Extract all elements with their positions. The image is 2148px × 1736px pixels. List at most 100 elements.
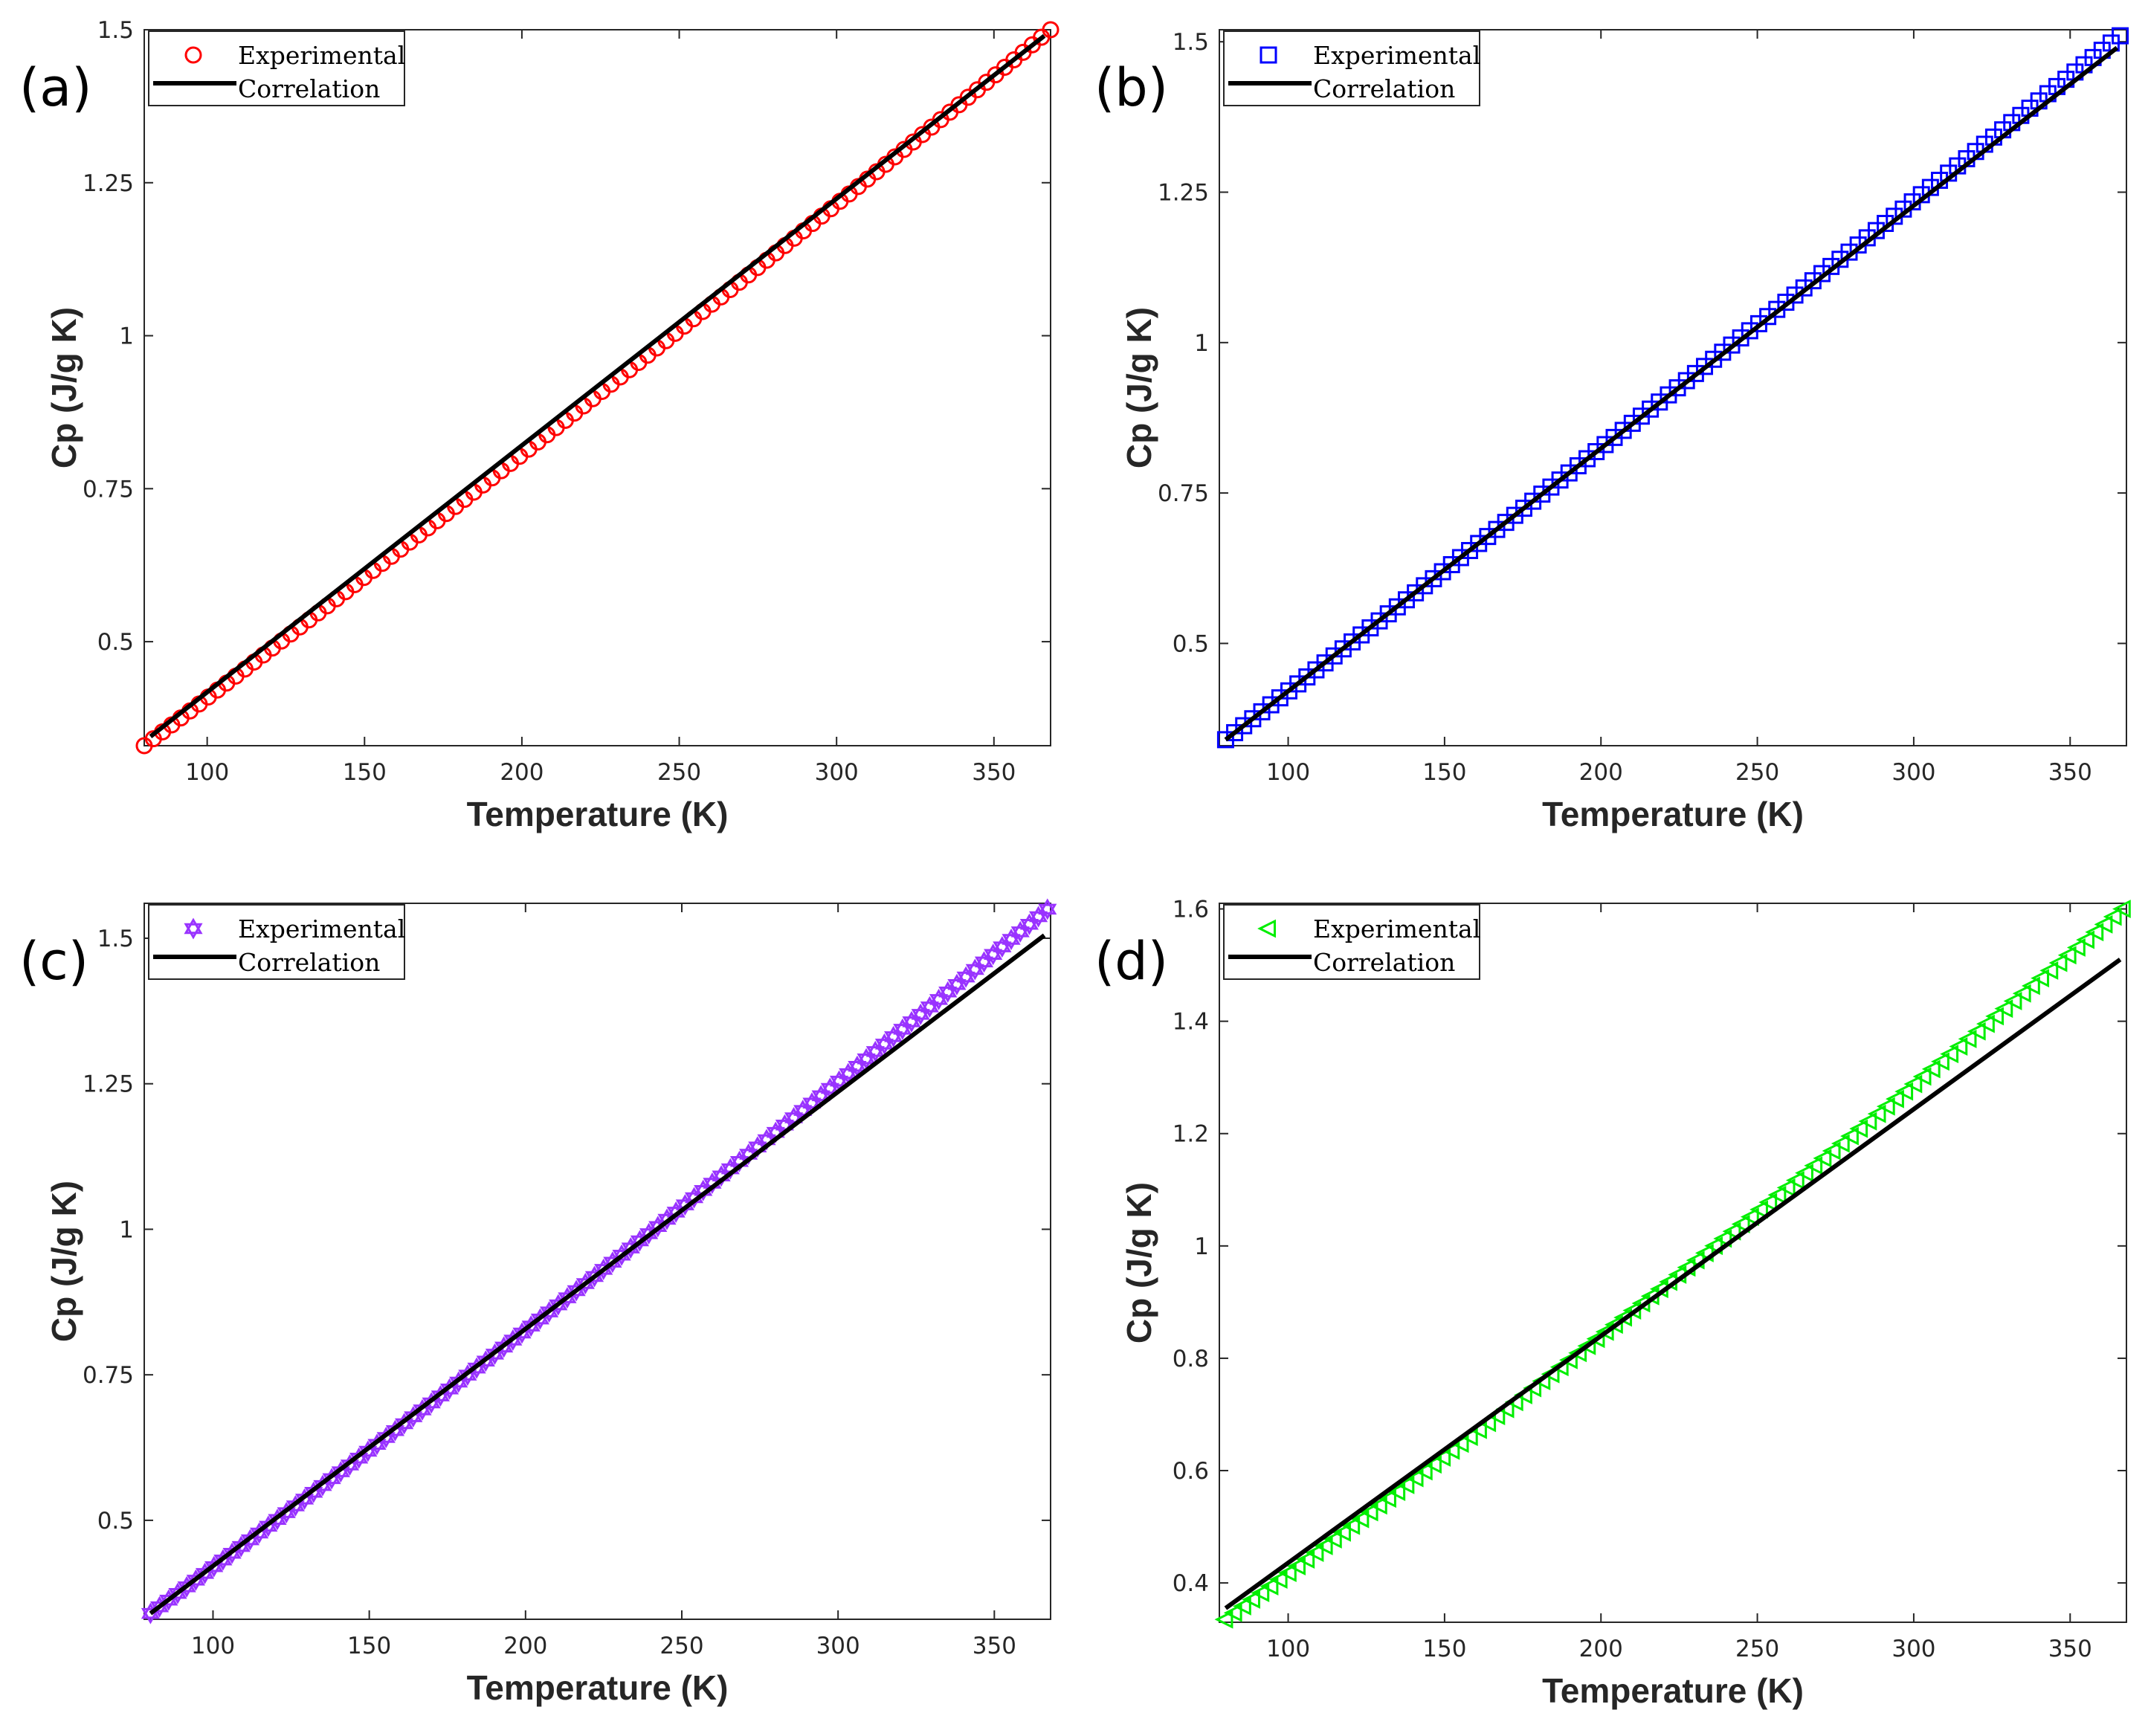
data-point bbox=[1323, 1530, 1342, 1549]
data-point bbox=[1423, 1455, 1442, 1474]
legend-label-correlation: Correlation bbox=[1313, 948, 1455, 977]
data-point bbox=[1577, 1336, 1596, 1355]
data-point bbox=[1912, 1067, 1932, 1086]
panel-label: (c) bbox=[19, 931, 88, 992]
y-tick-label: 1.2 bbox=[1173, 1121, 1209, 1148]
legend: Experimental Correlation bbox=[1223, 904, 1480, 980]
data-point bbox=[984, 943, 1003, 966]
data-point bbox=[1287, 1557, 1306, 1576]
experimental-series bbox=[1214, 900, 2131, 1629]
x-tick-label: 200 bbox=[503, 1633, 547, 1659]
data-point bbox=[1010, 920, 1030, 943]
data-point bbox=[2112, 900, 2131, 918]
data-point bbox=[1949, 1037, 1968, 1056]
data-point bbox=[1029, 906, 1048, 928]
chart-panel-d: 100 150 200 250 300 350 0.4 0.6 0.8 1 1.2 1.4 1.6 Tem… bbox=[1094, 897, 2131, 1710]
data-point bbox=[1867, 1104, 1886, 1123]
y-tick-label: 0.8 bbox=[1173, 1346, 1209, 1372]
data-point bbox=[1359, 1503, 1378, 1522]
chart-panel-a: 100 150 200 250 300 350 0.5 0.75 1 1.25 1.5 Tempera… bbox=[19, 17, 1060, 833]
x-tick-label: 300 bbox=[816, 1633, 860, 1659]
legend-marker-experimental bbox=[184, 917, 203, 940]
x-tick-label: 250 bbox=[659, 1633, 703, 1659]
y-axis-title: Cp (J/g K) bbox=[45, 307, 83, 468]
data-point bbox=[1223, 1603, 1242, 1622]
legend-box bbox=[148, 904, 405, 980]
data-point bbox=[1042, 21, 1060, 39]
y-tick-label: 1 bbox=[1194, 330, 1209, 357]
x-axis-title: Temperature (K) bbox=[1542, 795, 1804, 833]
x-tick-label: 300 bbox=[1891, 759, 1935, 786]
y-tick-label: 0.4 bbox=[1173, 1570, 1209, 1597]
y-tick-label: 1.25 bbox=[1158, 179, 1209, 206]
data-point bbox=[1758, 1193, 1778, 1212]
y-tick-label: 1 bbox=[119, 323, 134, 350]
correlation-line bbox=[1224, 45, 2119, 742]
data-point bbox=[1740, 1207, 1759, 1227]
chart-panel-b: 100 150 200 250 300 350 0.5 0.75 1 1.25 1.5 Tempera… bbox=[1094, 27, 2129, 833]
data-point bbox=[2057, 946, 2077, 965]
data-point bbox=[1305, 1543, 1324, 1562]
x-tick-label: 200 bbox=[500, 759, 544, 786]
x-tick-label: 100 bbox=[1266, 759, 1310, 786]
data-point bbox=[1785, 1171, 1804, 1190]
data-point bbox=[2003, 992, 2022, 1010]
y-tick-label: 0.5 bbox=[1173, 630, 1209, 657]
panel-label: (d) bbox=[1094, 931, 1168, 992]
data-point bbox=[1242, 1590, 1260, 1609]
x-tick-label: 350 bbox=[2048, 1636, 2092, 1662]
correlation-line bbox=[149, 933, 1046, 1616]
legend: Experimental Correlation bbox=[148, 904, 405, 980]
y-axis-title: Cp (J/g K) bbox=[45, 1181, 83, 1342]
data-point bbox=[2031, 969, 2050, 988]
data-point bbox=[2085, 923, 2104, 942]
data-point bbox=[1350, 1509, 1370, 1529]
x-axis-title: Temperature (K) bbox=[467, 1668, 729, 1707]
legend-label-experimental: Experimental bbox=[238, 41, 405, 70]
data-point bbox=[1387, 1482, 1406, 1501]
legend-marker-experimental bbox=[1260, 46, 1277, 64]
legend-label-experimental: Experimental bbox=[1313, 914, 1480, 943]
data-point bbox=[1967, 1022, 1986, 1041]
data-point bbox=[1558, 1350, 1578, 1369]
legend-label-correlation: Correlation bbox=[238, 74, 380, 103]
data-point bbox=[2039, 961, 2059, 980]
y-tick-label: 1.25 bbox=[83, 1071, 134, 1098]
data-point bbox=[1413, 1462, 1433, 1481]
x-tick-label: 150 bbox=[1422, 759, 1466, 786]
data-point bbox=[1214, 1610, 1233, 1629]
x-tick-label: 350 bbox=[973, 1633, 1016, 1659]
data-point bbox=[1314, 1537, 1333, 1555]
data-point bbox=[1277, 1564, 1297, 1583]
legend-label-experimental: Experimental bbox=[1313, 41, 1480, 70]
data-point bbox=[1568, 1343, 1587, 1363]
x-tick-label: 300 bbox=[1891, 1636, 1935, 1662]
data-point bbox=[1985, 1007, 2005, 1026]
data-point bbox=[1749, 1200, 1768, 1219]
data-point bbox=[1994, 999, 2013, 1019]
data-point bbox=[2048, 953, 2068, 972]
y-tick-label: 0.75 bbox=[83, 1362, 134, 1389]
data-point bbox=[1722, 1222, 1741, 1241]
x-tick-label: 100 bbox=[185, 759, 229, 786]
experimental-series bbox=[1216, 27, 2129, 749]
data-point bbox=[1931, 1052, 1949, 1071]
y-tick-label: 0.75 bbox=[83, 476, 134, 503]
y-axis-title: Cp (J/g K) bbox=[1120, 1182, 1158, 1343]
y-tick-label: 1.25 bbox=[83, 170, 134, 197]
y-tick-label: 1.5 bbox=[97, 926, 134, 952]
data-point bbox=[1858, 1111, 1877, 1131]
x-tick-label: 350 bbox=[2048, 759, 2092, 786]
x-axis-title: Temperature (K) bbox=[1542, 1671, 1804, 1710]
x-tick-label: 200 bbox=[1579, 759, 1623, 786]
data-point bbox=[1268, 1570, 1288, 1590]
y-tick-label: 1.5 bbox=[1173, 29, 1209, 56]
legend-box bbox=[1223, 904, 1480, 980]
data-point bbox=[1002, 929, 1021, 951]
data-point bbox=[2112, 27, 2129, 45]
legend-label-correlation: Correlation bbox=[238, 948, 380, 977]
data-point bbox=[1260, 1577, 1279, 1596]
data-point bbox=[1019, 913, 1039, 935]
data-point bbox=[1894, 1082, 1914, 1101]
